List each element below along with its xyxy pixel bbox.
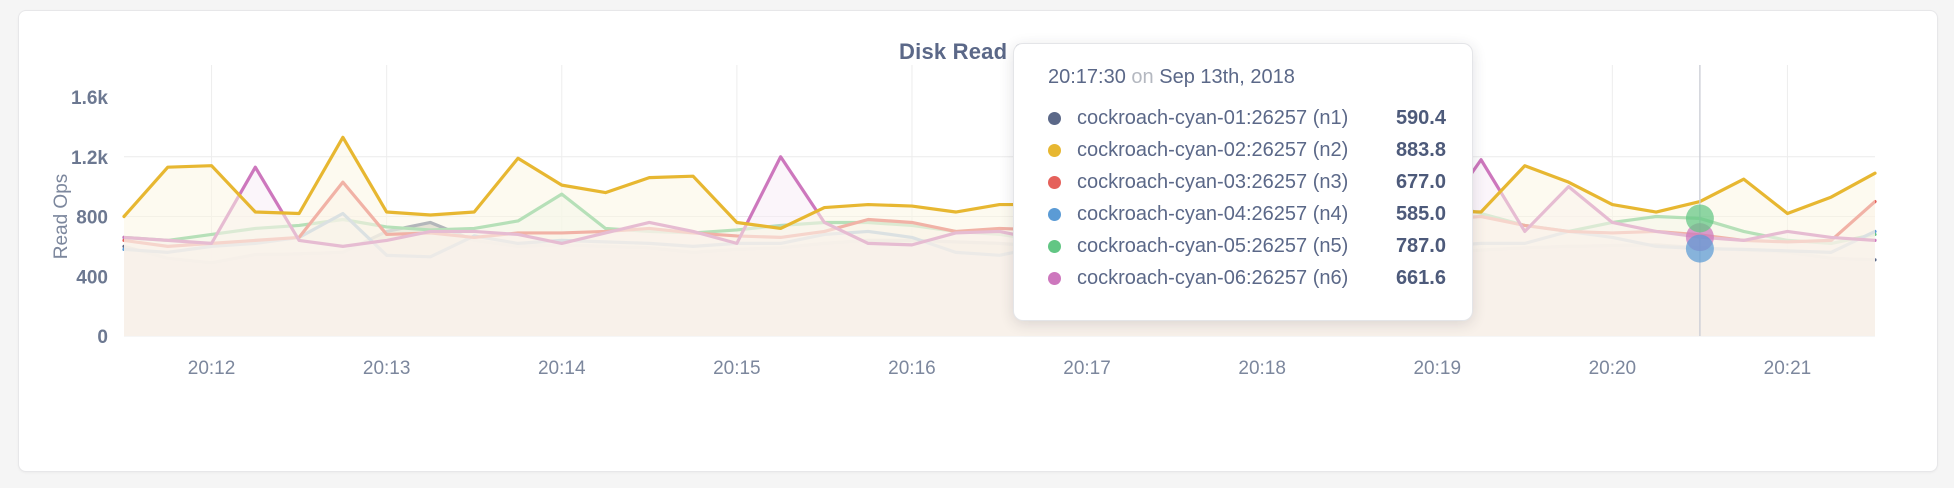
x-axis-tick-label: 20:20 [1589, 358, 1637, 379]
tooltip-header: 20:17:30 on Sep 13th, 2018 [1048, 66, 1446, 89]
series-color-dot-icon [1048, 111, 1061, 125]
tooltip-series-label: cockroach-cyan-01:26257 (n1) [1077, 106, 1349, 129]
chart-card: Disk Read Ops 0 400 800 1.2k 1.6k Read Ops 20:… [18, 10, 1938, 472]
tooltip-date: Sep 13th, 2018 [1159, 66, 1295, 88]
tooltip-series-value: 661.6 [1395, 266, 1446, 289]
tooltip-row: cockroach-cyan-02:26257 (n2) 883.8 [1048, 134, 1446, 166]
tooltip-series-label: cockroach-cyan-05:26257 (n5) [1077, 234, 1349, 257]
tooltip-time: 20:17:30 [1048, 66, 1126, 88]
tooltip-series-value: 677.0 [1395, 170, 1446, 193]
series-line-n2 [122, 135, 1877, 231]
tooltip-series-value: 787.0 [1395, 234, 1446, 257]
y-axis-tick-label: 1.2k [71, 148, 108, 169]
series-color-dot-icon [1048, 239, 1061, 253]
tooltip-series-label: cockroach-cyan-04:26257 (n4) [1077, 202, 1349, 225]
y-axis-tick-label: 400 [76, 267, 108, 288]
x-axis-tick-label: 20:21 [1764, 358, 1812, 379]
hover-tooltip: 20:17:30 on Sep 13th, 2018 cockroach-cya… [1013, 43, 1473, 321]
x-axis-tick-label: 20:16 [888, 358, 936, 379]
series-color-dot-icon [1048, 143, 1061, 157]
x-axis-tick-label: 20:15 [713, 358, 761, 379]
tooltip-series-label: cockroach-cyan-03:26257 (n3) [1077, 170, 1349, 193]
tooltip-row: cockroach-cyan-03:26257 (n3) 677.0 [1048, 166, 1446, 198]
tooltip-row: cockroach-cyan-04:26257 (n4) 585.0 [1048, 198, 1446, 230]
disk-read-ops-chart[interactable]: 0 400 800 1.2k 1.6k Read Ops 20:12 20:13 20:14 20… [19, 11, 1937, 471]
tooltip-on-word: on [1131, 66, 1154, 88]
hover-marker-n4 [1685, 234, 1714, 263]
tooltip-row: cockroach-cyan-01:26257 (n1) 590.4 [1048, 102, 1446, 134]
y-axis-tick-label: 1.6k [71, 88, 108, 109]
chart-plot-area[interactable]: 0 400 800 1.2k 1.6k Read Ops 20:12 20:13 20:14 20… [19, 11, 1937, 471]
tooltip-row: cockroach-cyan-06:26257 (n6) 661.6 [1048, 262, 1446, 294]
series-color-dot-icon [1048, 271, 1061, 285]
tooltip-series-value: 590.4 [1395, 106, 1446, 129]
series-color-dot-icon [1048, 207, 1061, 221]
x-axis-tick-label: 20:12 [188, 358, 236, 379]
tooltip-series-label: cockroach-cyan-02:26257 (n2) [1077, 138, 1349, 161]
tooltip-series-label: cockroach-cyan-06:26257 (n6) [1077, 266, 1349, 289]
tooltip-series-list: cockroach-cyan-01:26257 (n1) 590.4 cockroa… [1048, 102, 1446, 294]
y-axis-title: Read Ops [51, 174, 72, 260]
series-color-dot-icon [1048, 175, 1061, 189]
x-axis-tick-label: 20:18 [1238, 358, 1286, 379]
x-axis-tick-label: 20:19 [1413, 358, 1461, 379]
x-axis-tick-label: 20:13 [363, 358, 411, 379]
y-axis-tick-label: 0 [97, 327, 108, 348]
tooltip-series-value: 883.8 [1395, 138, 1446, 161]
y-axis-tick-label: 800 [76, 208, 108, 229]
x-axis-tick-label: 20:14 [538, 358, 586, 379]
tooltip-row: cockroach-cyan-05:26257 (n5) 787.0 [1048, 230, 1446, 262]
hover-marker-n5 [1685, 204, 1714, 233]
tooltip-series-value: 585.0 [1395, 202, 1446, 225]
x-axis-tick-label: 20:17 [1063, 358, 1111, 379]
